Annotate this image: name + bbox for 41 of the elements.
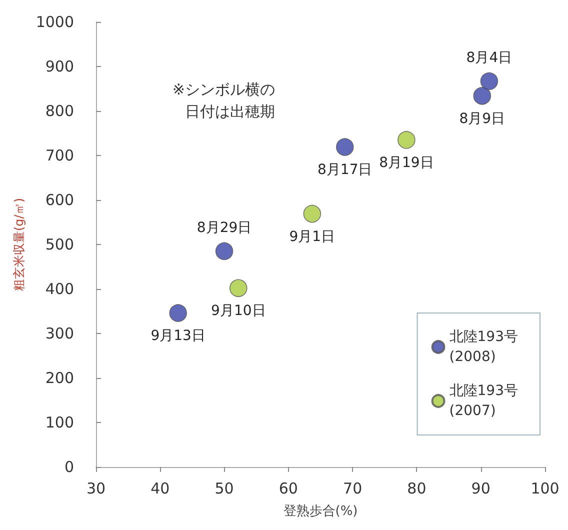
annotation: 8月4日 — [466, 50, 512, 66]
y-tick-label: 400 — [45, 280, 74, 298]
y-tick-label: 500 — [45, 236, 74, 254]
annotation: 8月9日 — [459, 110, 506, 127]
annotation: 9月13日 — [150, 328, 206, 344]
annotation: 8月29日 — [196, 220, 252, 236]
y-tick-label: 1000 — [36, 13, 74, 31]
point — [230, 279, 248, 298]
x-tick-label: 70 — [343, 480, 362, 498]
annotation: 8月17日 — [318, 162, 372, 178]
x-tick-label: 30 — [86, 480, 106, 498]
annotation: 8月19日 — [379, 154, 434, 171]
legend-label: 北陸193号 (2008) — [449, 329, 518, 365]
annotation: 9月10日 — [211, 303, 266, 320]
point — [480, 72, 498, 90]
y-tick-label: 100 — [45, 414, 74, 432]
x-tick-label: 100 — [530, 480, 560, 498]
y-tick-label: 0 — [64, 458, 74, 476]
point — [169, 304, 188, 322]
point — [336, 138, 354, 156]
annotation: 日付は出穂期 — [185, 102, 275, 120]
x-tick-label: 50 — [214, 480, 234, 498]
y-tick-label: 600 — [45, 191, 74, 209]
y-tick-label: 300 — [45, 324, 74, 342]
point — [473, 86, 492, 105]
y-tick-label: 900 — [45, 58, 74, 76]
x-axis-title: 登熟歩合(%) — [283, 504, 358, 519]
legend-label: 北陸193号 (2007) — [449, 383, 518, 419]
annotation: ※シンボル横の — [172, 80, 275, 98]
y-axis-title: 粗玄米収量(g/㎡) — [12, 198, 26, 292]
point — [215, 242, 234, 260]
x-tick-label: 90 — [471, 480, 490, 498]
point — [398, 131, 416, 149]
annotation: 9月1日 — [289, 228, 336, 245]
point — [303, 204, 322, 223]
y-tick-label: 700 — [45, 146, 74, 164]
x-tick-label: 40 — [150, 480, 170, 498]
y-tick-label: 200 — [45, 369, 74, 387]
y-tick-label: 800 — [45, 102, 74, 120]
x-tick-label: 80 — [407, 480, 426, 498]
x-tick-label: 60 — [278, 480, 298, 498]
